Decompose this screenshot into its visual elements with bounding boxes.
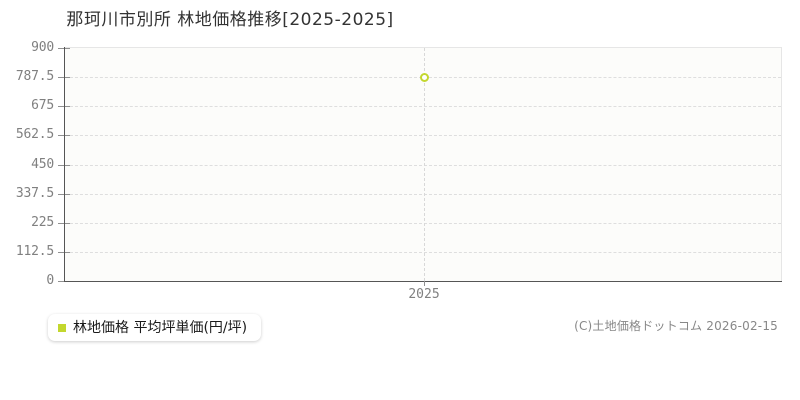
plot-top-border	[64, 47, 782, 48]
plot-right-border	[781, 47, 782, 281]
y-tick-label: 787.5	[15, 69, 54, 85]
chart-title: 那珂川市別所 林地価格推移[2025-2025]	[66, 10, 394, 30]
y-gridline	[65, 251, 781, 253]
data-point-2025[interactable]	[419, 72, 429, 82]
x-tick-label-2025: 2025	[408, 287, 440, 302]
y-gridline	[65, 164, 781, 166]
legend[interactable]: 林地価格 平均坪単価(円/坪)	[48, 314, 262, 341]
y-tick-label: 112.5	[15, 243, 54, 259]
x-axis-line	[64, 281, 782, 282]
copyright-credit: (C)土地価格ドットコム 2026-02-15	[574, 319, 778, 333]
x-tick-mark-2025	[424, 281, 425, 286]
y-tick-label: 675	[31, 98, 54, 114]
y-tick-label: 562.5	[15, 127, 54, 143]
legend-swatch-icon	[58, 323, 66, 332]
y-gridline	[65, 106, 781, 108]
y-tick-label: 0	[46, 273, 54, 288]
y-tick-label: 337.5	[15, 185, 54, 201]
y-axis-line	[64, 47, 65, 282]
legend-label: 林地価格 平均坪単価(円/坪)	[73, 319, 248, 336]
x-gridline-2025	[424, 48, 425, 281]
y-tick-label: 900	[31, 40, 54, 55]
y-gridline	[65, 222, 781, 224]
y-gridline	[65, 193, 781, 195]
y-tick-label: 450	[31, 156, 54, 172]
y-tick-label: 225	[31, 214, 54, 230]
y-gridline	[65, 135, 781, 137]
